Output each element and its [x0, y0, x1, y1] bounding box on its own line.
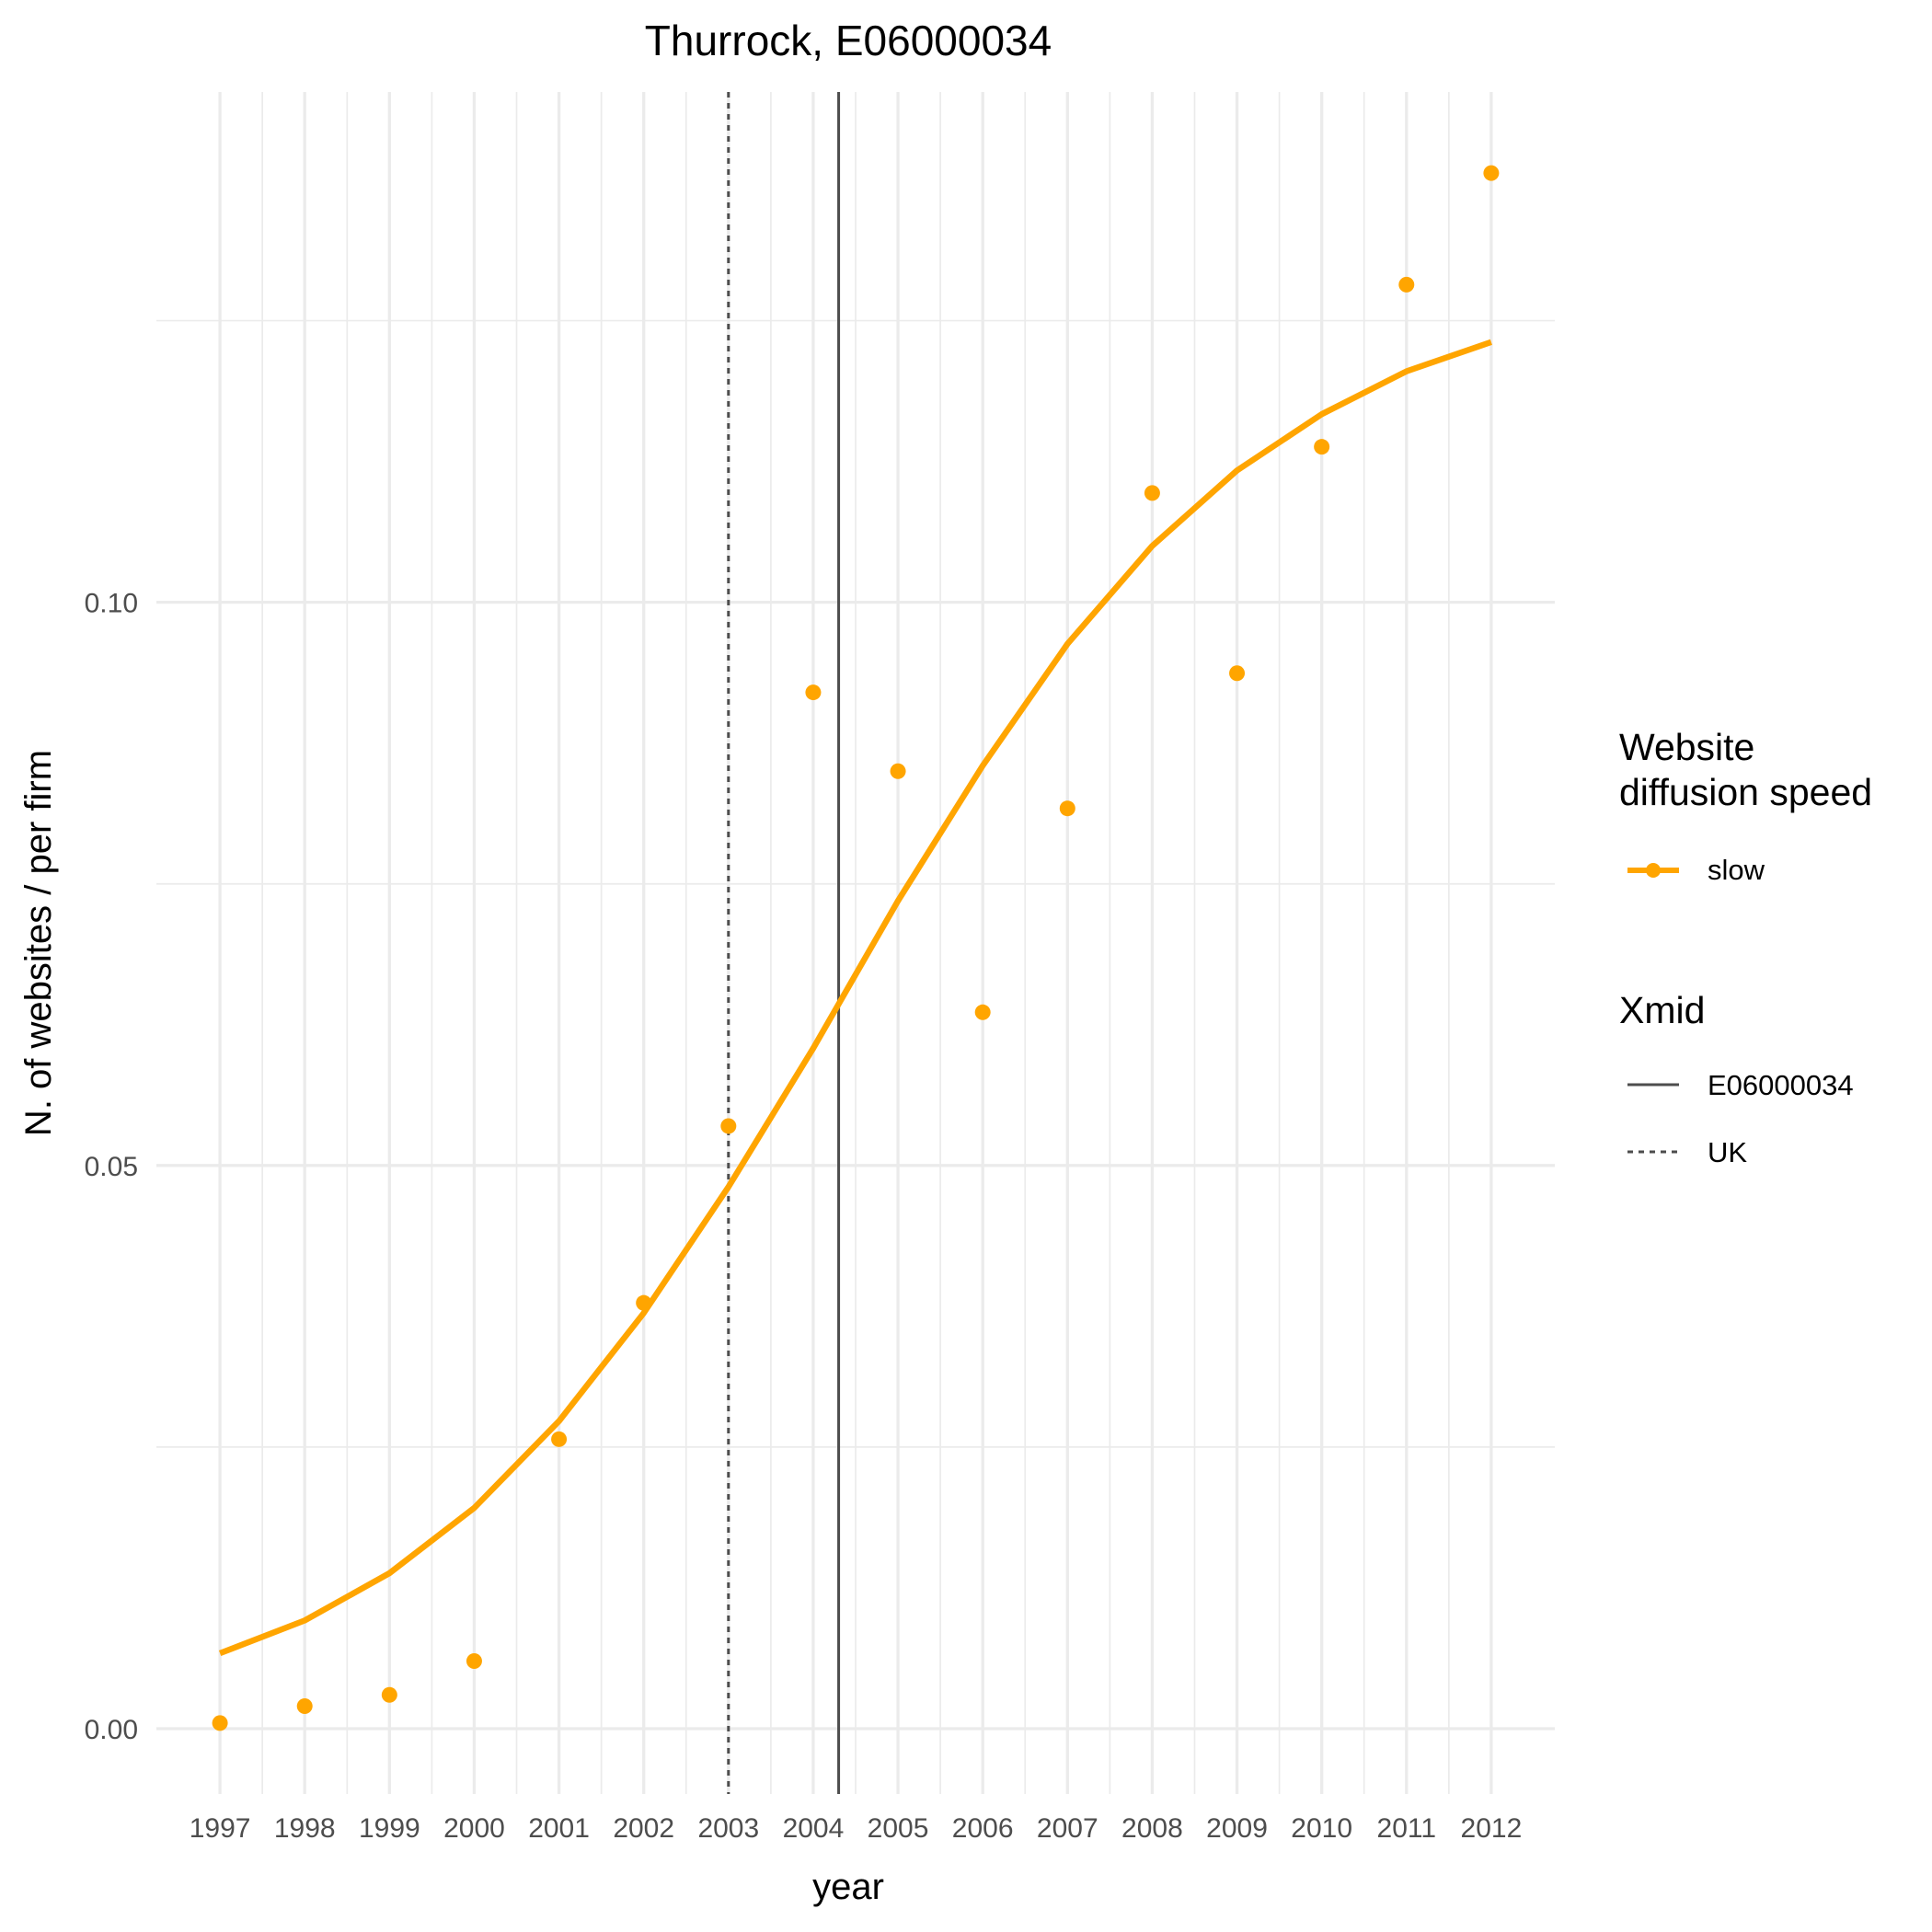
data-point	[551, 1431, 568, 1447]
legend: Website diffusion speed slow Xmid E06000…	[1619, 726, 1872, 1168]
y-axis-title: N. of websites / per firm	[18, 750, 59, 1136]
x-tick-label: 2008	[1121, 1813, 1183, 1844]
data-point	[720, 1118, 737, 1134]
fitted-line-slow	[218, 339, 1492, 1657]
data-point	[805, 684, 822, 701]
y-tick-label: 0.05	[85, 1152, 138, 1182]
grid	[156, 92, 1555, 1794]
x-tick-label: 1997	[190, 1813, 251, 1844]
legend-uk-label: UK	[1708, 1136, 1747, 1168]
x-tick-label: 2002	[613, 1813, 674, 1844]
x-tick-label: 1999	[359, 1813, 420, 1844]
data-point	[974, 1004, 991, 1020]
data-point	[1229, 665, 1246, 682]
data-point	[296, 1698, 313, 1715]
x-tick-label: 2001	[528, 1813, 590, 1844]
x-tick-label: 2004	[783, 1813, 845, 1844]
x-tick-label: 2005	[868, 1813, 929, 1844]
axes: 1997 1998 1999 2000 2001 2002 2003 2004 2005 2006…	[85, 589, 1523, 1844]
series-slow	[212, 165, 1500, 1731]
x-tick-label: 2009	[1206, 1813, 1268, 1844]
x-axis-title: year	[812, 1867, 884, 1907]
legend-slow-point-key	[1646, 863, 1661, 878]
data-point	[1483, 165, 1500, 181]
data-point	[212, 1715, 228, 1731]
x-tick-label: 2000	[443, 1813, 505, 1844]
x-tick-label: 2003	[697, 1813, 759, 1844]
x-tick-label: 2006	[952, 1813, 1014, 1844]
data-point	[1398, 276, 1415, 293]
data-point	[466, 1653, 482, 1670]
data-point	[1059, 800, 1075, 817]
legend-e06000034-label: E06000034	[1708, 1069, 1854, 1101]
x-tick-label: 1998	[274, 1813, 336, 1844]
data-point	[636, 1294, 652, 1311]
data-point	[890, 763, 906, 779]
legend-xmid-title: Xmid	[1619, 989, 1705, 1031]
data-point	[1314, 439, 1330, 455]
legend-slow-label: slow	[1708, 854, 1765, 886]
data-point	[381, 1686, 397, 1703]
reference-lines	[727, 92, 841, 1794]
x-tick-label: 2010	[1291, 1813, 1352, 1844]
chart-title: Thurrock, E06000034	[645, 17, 1052, 64]
y-tick-label: 0.00	[85, 1715, 138, 1745]
x-tick-label: 2007	[1037, 1813, 1098, 1844]
legend-speed-title-line2: diffusion speed	[1619, 771, 1872, 813]
x-tick-label: 2011	[1377, 1813, 1437, 1844]
x-tick-label: 2012	[1461, 1813, 1523, 1844]
y-tick-label: 0.10	[85, 589, 138, 619]
legend-speed-title-line1: Website	[1619, 726, 1754, 768]
data-point	[1144, 485, 1160, 501]
